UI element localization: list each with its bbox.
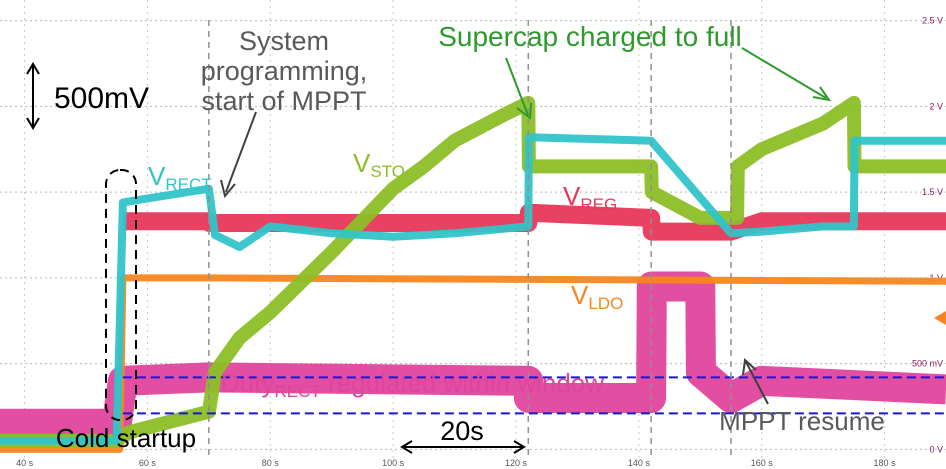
ldo-level-marker (934, 311, 946, 325)
y-tick-label: 0 V (929, 444, 943, 454)
vsto-label: VSTO (353, 148, 405, 181)
vldo-label: VLDO (571, 280, 623, 313)
y-tick-label: 500 mV (912, 359, 943, 369)
cold-startup-annotation: Cold startup (56, 169, 196, 453)
system-programming-annotation: System programming, start of MPPT (201, 26, 368, 199)
x-tick-label: 120 s (505, 458, 528, 468)
y-tick-label: 2 V (929, 101, 943, 111)
system-programming-line2: programming, (201, 56, 368, 86)
vreg-label: VREG (563, 181, 617, 214)
x-tick-label: 180 s (874, 458, 897, 468)
x-tick-label: 40 s (16, 458, 34, 468)
scale-bar-label: 500mV (54, 82, 149, 115)
x-tick-label: 160 s (751, 458, 774, 468)
x-tick-label: 100 s (382, 458, 405, 468)
duty-rect-label: DutyRECT regulated within window (221, 368, 604, 401)
time-bar-label: 20s (440, 416, 484, 446)
mppt-resume-label: MPPT resume (719, 406, 885, 436)
x-tick-label: 140 s (628, 458, 651, 468)
y-tick-label: 1.5 V (922, 187, 943, 197)
supercap-annotation: Supercap charged to full (438, 21, 832, 120)
cold-startup-label: Cold startup (56, 423, 196, 453)
system-programming-line3: start of MPPT (201, 86, 366, 116)
scale-bar-500mv: 500mV (26, 62, 149, 130)
y-tick-label: 2.5 V (922, 16, 943, 26)
mppt-resume-annotation: MPPT resume (719, 357, 885, 436)
x-tick-label: 80 s (262, 458, 280, 468)
system-programming-line1: System (239, 26, 329, 56)
supercap-label: Supercap charged to full (438, 21, 742, 52)
trace-dutyrect (0, 271, 946, 439)
vrect-label: VRECT (148, 161, 212, 194)
time-bar-20s: 20s (400, 416, 526, 454)
x-tick-label: 60 s (139, 458, 157, 468)
